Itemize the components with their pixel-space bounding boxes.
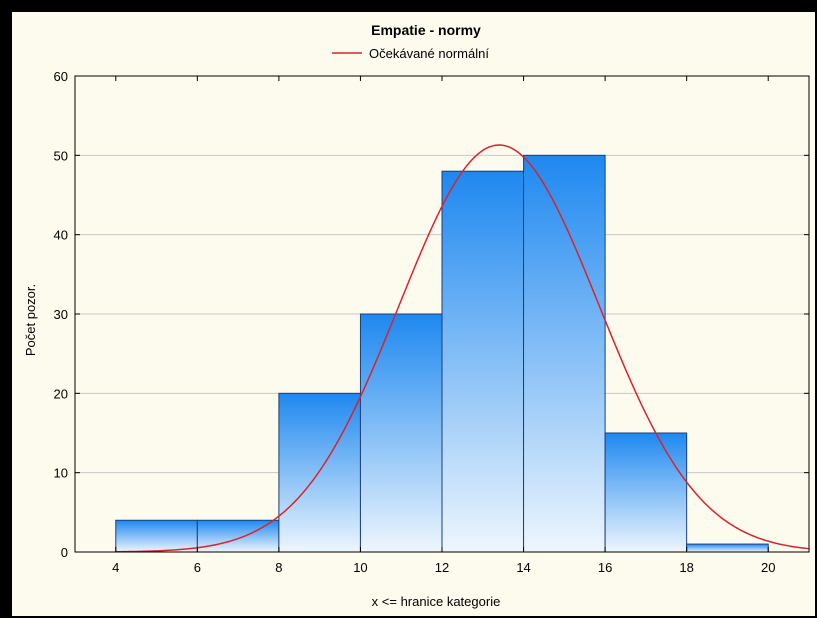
y-tick-label: 60 bbox=[54, 69, 68, 84]
x-tick-label: 14 bbox=[516, 560, 530, 575]
y-tick-label: 0 bbox=[61, 545, 68, 560]
chart-frame: Empatie - normy Očekávané normální 0 10 20… bbox=[12, 12, 815, 616]
x-tick-label: 20 bbox=[761, 560, 775, 575]
y-tick-label: 20 bbox=[54, 386, 68, 401]
x-tick-label: 12 bbox=[435, 560, 449, 575]
x-tick-label: 18 bbox=[679, 560, 693, 575]
y-tick-label: 30 bbox=[54, 307, 68, 322]
histogram-bar bbox=[604, 432, 688, 553]
histogram-bar bbox=[441, 170, 525, 553]
x-axis-label: x <= hranice kategorie bbox=[372, 594, 501, 609]
histogram-bar bbox=[359, 313, 443, 553]
legend: Očekávané normální bbox=[332, 46, 489, 61]
chart-title: Empatie - normy bbox=[371, 22, 481, 38]
y-tick-label: 40 bbox=[54, 228, 68, 243]
x-tick-label: 8 bbox=[275, 560, 282, 575]
x-tick-label: 16 bbox=[598, 560, 612, 575]
histogram-bar bbox=[686, 543, 769, 553]
histogram-chart: Empatie - normy Očekávané normální 0 10 20… bbox=[23, 22, 810, 609]
histogram-bar bbox=[523, 154, 606, 553]
normal-curve-line bbox=[115, 144, 810, 553]
x-tick-label: 10 bbox=[353, 560, 367, 575]
x-tick-label: 6 bbox=[194, 560, 201, 575]
histogram-bars bbox=[115, 154, 769, 553]
axis-ticks: 0 10 20 30 40 50 60 4 6 8 10 12 14 16 18 20 bbox=[54, 69, 809, 575]
histogram-bar bbox=[278, 392, 361, 553]
y-tick-label: 10 bbox=[54, 466, 68, 481]
histogram-bar bbox=[115, 519, 198, 553]
legend-label: Očekávané normální bbox=[369, 46, 489, 61]
x-tick-label: 4 bbox=[112, 560, 119, 575]
y-tick-label: 50 bbox=[54, 148, 68, 163]
y-axis-label: Počet pozor. bbox=[23, 284, 38, 356]
